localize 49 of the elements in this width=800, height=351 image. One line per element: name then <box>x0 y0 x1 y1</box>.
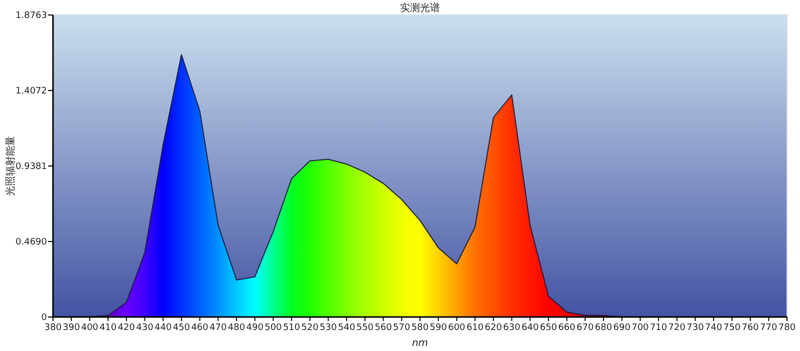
x-tick-label: 440 <box>154 323 172 333</box>
y-tick-label: 0 <box>41 313 48 324</box>
x-tick-label: 450 <box>172 323 190 333</box>
y-axis-title: 光照辐射能量 <box>4 136 16 196</box>
x-tick-label: 640 <box>522 323 539 333</box>
x-tick-label: 590 <box>430 323 448 333</box>
x-tick-label: 380 <box>44 323 62 333</box>
x-tick-label: 560 <box>374 323 392 333</box>
x-tick-label: 740 <box>705 323 722 333</box>
x-tick-label: 410 <box>99 323 117 333</box>
x-tick-label: 650 <box>540 323 558 333</box>
x-axis-title: nm <box>412 338 428 349</box>
x-tick-label: 460 <box>191 323 209 333</box>
x-tick-label: 540 <box>338 323 356 333</box>
x-tick-label: 780 <box>778 323 796 333</box>
x-tick-label: 770 <box>760 323 778 333</box>
x-tick-label: 530 <box>320 323 338 333</box>
x-tick-label: 550 <box>356 323 374 333</box>
y-tick-label: 1.4072 <box>16 86 47 97</box>
x-tick-label: 580 <box>411 323 429 333</box>
x-tick-label: 600 <box>448 323 466 333</box>
x-tick-label: 500 <box>264 323 282 333</box>
x-tick-label: 620 <box>484 323 502 333</box>
x-tick-label: 490 <box>246 323 264 333</box>
x-tick-label: 510 <box>282 323 300 333</box>
y-tick-label: 0.9381 <box>16 162 47 172</box>
x-tick-label: 400 <box>81 323 99 333</box>
y-tick-label: 1.8763 <box>16 11 47 22</box>
x-tick-label: 720 <box>668 323 686 333</box>
x-tick-label: 670 <box>576 323 594 333</box>
x-tick-label: 390 <box>62 323 80 333</box>
x-tick-label: 630 <box>503 323 521 333</box>
x-tick-label: 610 <box>466 323 484 333</box>
x-tick-label: 570 <box>393 323 411 333</box>
x-tick-label: 710 <box>650 323 668 333</box>
x-tick-label: 680 <box>594 323 612 333</box>
x-tick-label: 730 <box>686 323 704 333</box>
x-tick-label: 760 <box>742 323 760 333</box>
chart-title: 实测光谱 <box>400 2 440 14</box>
y-tick-label: 0.4690 <box>16 238 48 248</box>
x-tick-label: 690 <box>613 323 631 333</box>
x-tick-label: 750 <box>723 323 741 333</box>
x-tick-label: 700 <box>632 323 650 333</box>
x-tick-label: 480 <box>228 323 246 333</box>
x-tick-label: 660 <box>558 323 576 333</box>
x-tick-label: 520 <box>301 323 319 333</box>
x-tick-label: 430 <box>136 323 154 333</box>
x-tick-label: 470 <box>210 323 228 333</box>
x-tick-label: 420 <box>118 323 136 333</box>
